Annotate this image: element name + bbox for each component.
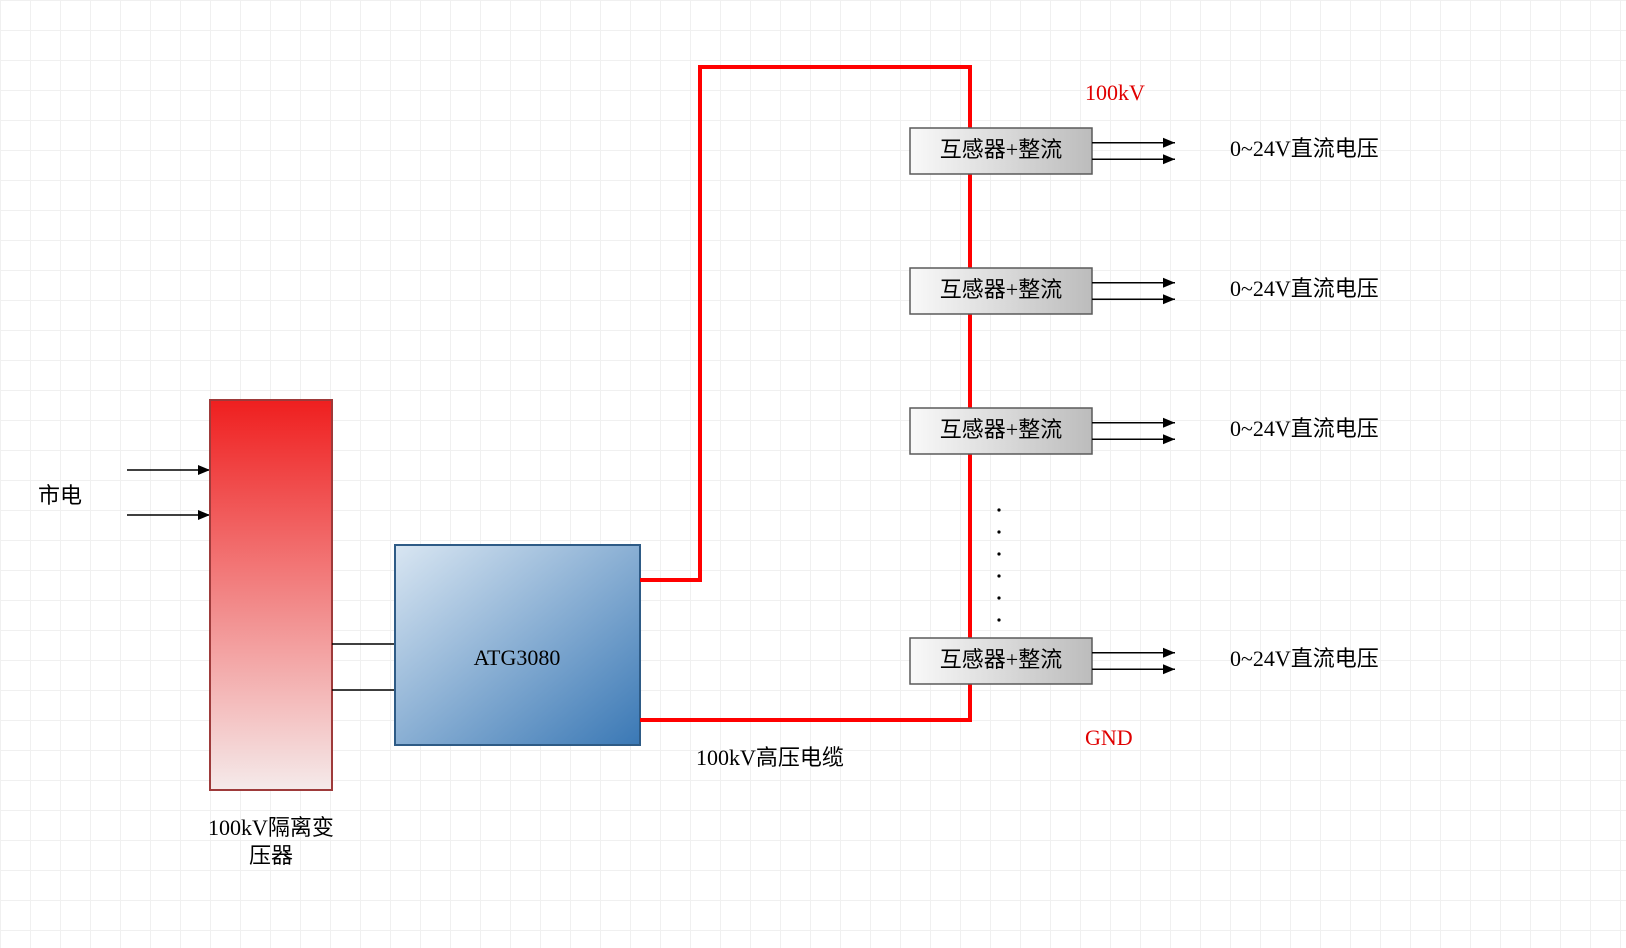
transformer-box (210, 400, 332, 790)
arrowhead (1163, 648, 1175, 658)
module-label-2: 互感器+整流 (940, 417, 1062, 442)
arrowhead (198, 510, 210, 520)
arrowhead (1163, 434, 1175, 444)
transformer-caption-l1: 100kV隔离变 (208, 815, 334, 840)
ellipsis-dot (997, 574, 1000, 577)
ellipsis-dot (997, 596, 1000, 599)
hv-100kv-label: 100kV (1085, 80, 1145, 105)
output-label-0: 0~24V直流电压 (1230, 136, 1379, 161)
transformer-caption-l2: 压器 (249, 843, 293, 868)
arrowhead (198, 465, 210, 475)
arrowhead (1163, 294, 1175, 304)
arrowhead (1163, 154, 1175, 164)
arrowhead (1163, 418, 1175, 428)
module-label-3: 互感器+整流 (940, 647, 1062, 672)
arrowhead (1163, 138, 1175, 148)
hv-cable-label: 100kV高压电缆 (696, 745, 844, 770)
ellipsis-dot (997, 530, 1000, 533)
ellipsis-dot (997, 508, 1000, 511)
module-label-0: 互感器+整流 (940, 137, 1062, 162)
diagram-svg: 市电 100kV隔离变压器 ATG3080 100kV高压电缆 100kV GND 互感器+… (0, 0, 1626, 948)
output-label-2: 0~24V直流电压 (1230, 416, 1379, 441)
diagram-canvas: 市电 100kV隔离变压器 ATG3080 100kV高压电缆 100kV GND 互感器+… (0, 0, 1626, 948)
mains-label: 市电 (38, 483, 82, 508)
ellipsis-dot (997, 552, 1000, 555)
atg-label: ATG3080 (474, 645, 561, 670)
ellipsis-dot (997, 618, 1000, 621)
module-label-1: 互感器+整流 (940, 277, 1062, 302)
output-label-3: 0~24V直流电压 (1230, 646, 1379, 671)
gnd-label: GND (1085, 725, 1133, 750)
arrowhead (1163, 664, 1175, 674)
output-label-1: 0~24V直流电压 (1230, 276, 1379, 301)
arrowhead (1163, 278, 1175, 288)
